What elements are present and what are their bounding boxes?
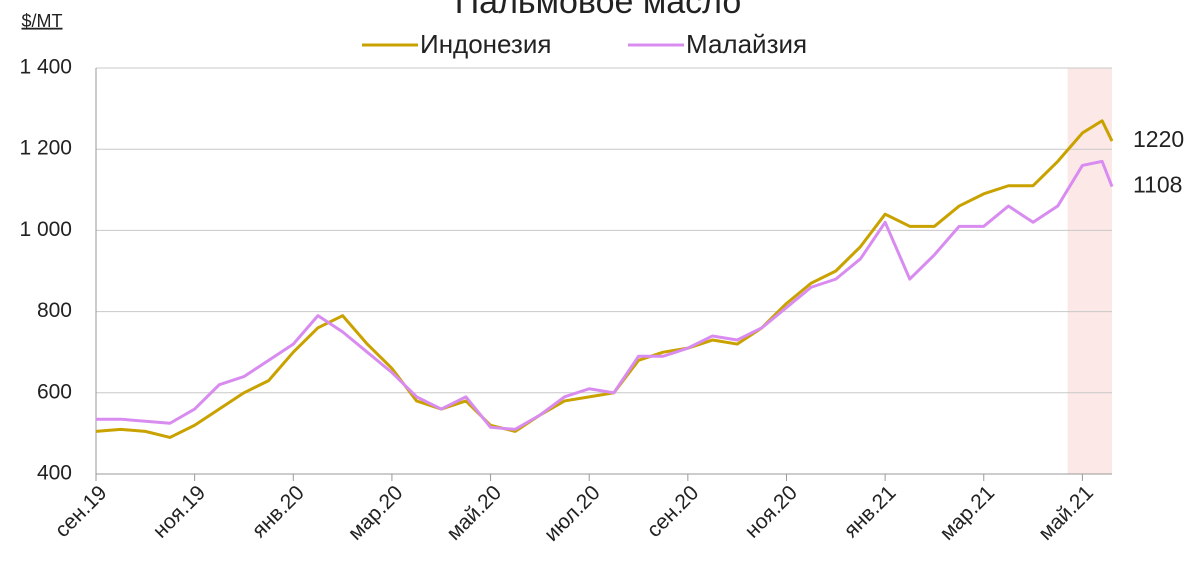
end-value-label: 1108 xyxy=(1133,172,1182,198)
legend-label: Малайзия xyxy=(686,29,807,59)
series-line xyxy=(96,159,1114,431)
x-tick-label: сен.20 xyxy=(643,481,704,542)
x-tick-label: сен.19 xyxy=(51,481,112,542)
x-tick-label: май.20 xyxy=(442,481,506,545)
chart-title: Пальмовое масло xyxy=(455,0,742,21)
x-tick-label: мар.20 xyxy=(344,481,408,545)
end-value-label: 1220 xyxy=(1133,126,1184,152)
y-tick-label: 600 xyxy=(37,380,72,403)
y-tick-label: 800 xyxy=(37,299,72,322)
x-tick-label: май.21 xyxy=(1034,481,1098,545)
x-tick-label: янв.20 xyxy=(248,481,309,542)
x-tick-label: ноя.19 xyxy=(149,481,210,542)
legend-label: Индонезия xyxy=(420,29,551,59)
y-tick-label: 1 000 xyxy=(19,218,72,241)
y-axis-label: $/MT xyxy=(21,11,62,31)
y-tick-label: 400 xyxy=(37,462,72,485)
x-tick-label: мар.21 xyxy=(936,481,1000,545)
y-tick-label: 1 200 xyxy=(19,137,72,160)
highlight-band xyxy=(1067,68,1112,474)
y-tick-label: 1 400 xyxy=(19,56,72,79)
x-tick-label: июл.20 xyxy=(540,481,605,546)
x-tick-label: янв.21 xyxy=(840,481,901,542)
x-tick-label: ноя.20 xyxy=(741,481,802,542)
